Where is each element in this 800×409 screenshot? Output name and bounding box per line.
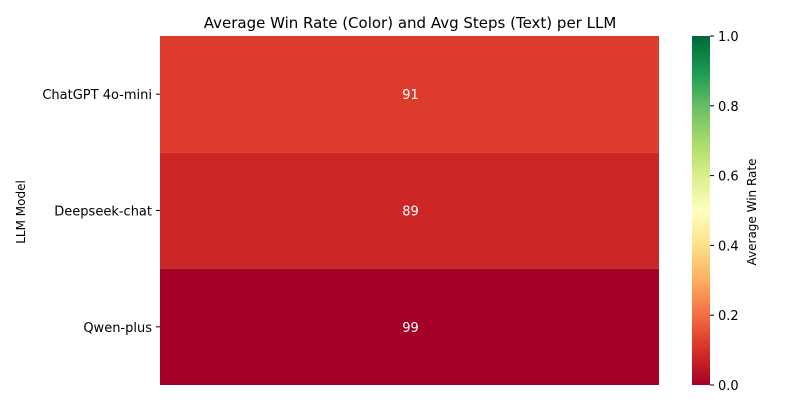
colorbar-tick-label: 0.8 [718, 100, 739, 115]
y-tick-label: Deepseek-chat [54, 205, 152, 220]
y-axis-label: LLM Model [14, 180, 28, 244]
cell-value-label: 89 [402, 205, 419, 220]
cell-value-label: 91 [402, 88, 419, 103]
colorbar [692, 36, 710, 385]
heatmap-cell [160, 152, 659, 269]
colorbar-tick-label: 0.2 [718, 309, 739, 324]
colorbar-tick-label: 0.6 [718, 170, 739, 185]
chart-title: Average Win Rate (Color) and Avg Steps (… [204, 14, 617, 32]
y-tick-label: Qwen-plus [83, 321, 152, 336]
cell-value-label: 99 [402, 321, 419, 336]
colorbar-tick-label: 1.0 [718, 30, 739, 45]
colorbar-label: Average Win Rate [745, 159, 759, 266]
y-tick-label: ChatGPT 4o-mini [42, 88, 152, 103]
heatmap-cell [160, 268, 659, 385]
heatmap-cell [160, 36, 659, 153]
colorbar-tick-label: 0.0 [718, 379, 739, 394]
colorbar-tick-label: 0.4 [718, 239, 739, 254]
